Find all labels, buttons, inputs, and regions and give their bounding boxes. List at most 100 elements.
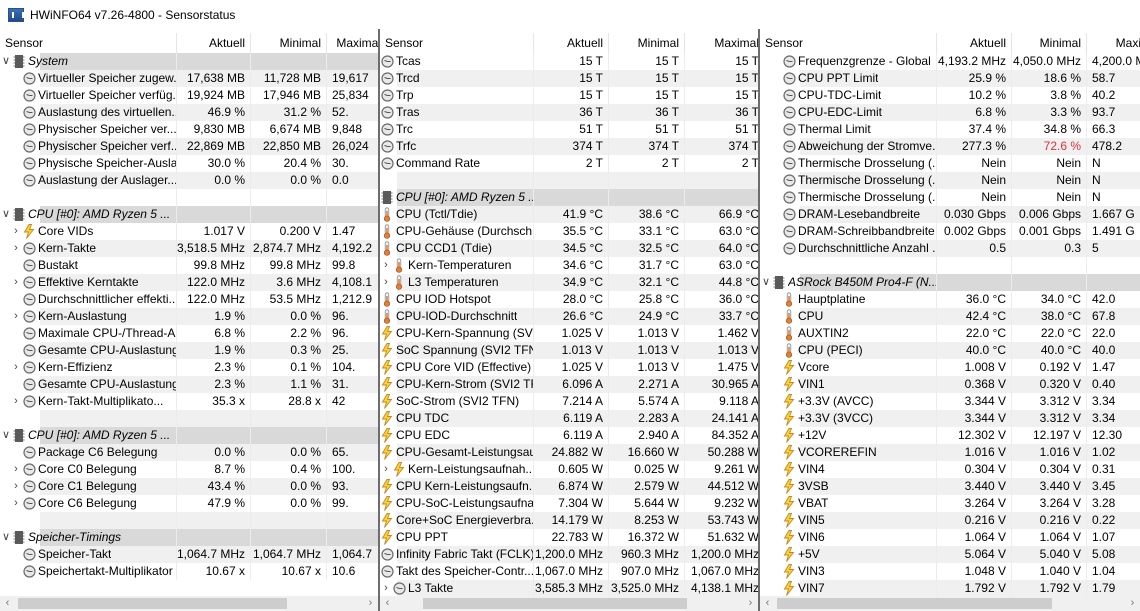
- column-header-sensor[interactable]: Sensor: [0, 33, 177, 53]
- sensor-row[interactable]: Abweichung der Stromve... 277.3 % 72.6 % 47…: [760, 138, 1140, 155]
- sensor-row[interactable]: VIN4 0.304 V 0.304 V 0.31: [760, 461, 1140, 478]
- sensor-pane-left[interactable]: Sensor Aktuell Minimal Maximal ∨ System Virtue…: [0, 29, 378, 611]
- sensor-row[interactable]: Frequenzgrenze - Global 4,193.2 MHz 4,050.…: [760, 53, 1140, 70]
- sensor-row[interactable]: VIN1 0.368 V 0.320 V 0.40: [760, 376, 1140, 393]
- sensor-row[interactable]: Auslastung des virtuellen... 46.9 % 31.2 %…: [0, 104, 378, 121]
- sensor-row[interactable]: Vcore 1.008 V 0.192 V 1.47: [760, 359, 1140, 376]
- expand-chevron-icon[interactable]: ›: [384, 582, 388, 594]
- sensor-row[interactable]: Physischer Speicher ver... 9,830 MB 6,674 …: [0, 121, 378, 138]
- sensor-row[interactable]: CPU CCD1 (Tdie) 34.5 °C 32.5 °C 64.0 °C: [380, 240, 758, 257]
- scroll-left-arrow-icon[interactable]: ‹: [5, 597, 10, 609]
- sensor-row[interactable]: +3.3V (3VCC) 3.344 V 3.312 V 3.34: [760, 410, 1140, 427]
- sensor-row[interactable]: CPU-Gesamt-Leistungsau... 24.882 W 16.660 …: [380, 444, 758, 461]
- sensor-row[interactable]: › Core VIDs 1.017 V 0.200 V 1.47: [0, 223, 378, 240]
- collapse-chevron-icon[interactable]: ∨: [1, 55, 11, 67]
- scroll-left-arrow-icon[interactable]: ‹: [765, 597, 770, 609]
- column-header-aktuell[interactable]: Aktuell: [177, 33, 251, 53]
- column-header-maximal[interactable]: Maximal: [327, 33, 378, 53]
- expand-chevron-icon[interactable]: ›: [14, 310, 18, 322]
- expand-chevron-icon[interactable]: ›: [14, 497, 18, 509]
- horizontal-scrollbar[interactable]: ‹ ›: [380, 596, 758, 611]
- sensor-group-header[interactable]: ∨ CPU [#0]: AMD Ryzen 5 ...: [0, 427, 378, 444]
- column-header-maximal[interactable]: Maximal: [685, 33, 758, 53]
- sensor-row[interactable]: Trp 15 T 15 T 15 T: [380, 87, 758, 104]
- scroll-right-arrow-icon[interactable]: ›: [368, 597, 373, 609]
- sensor-row[interactable]: DRAM-Schreibbandbreite 0.002 Gbps 0.001 Gb…: [760, 223, 1140, 240]
- sensor-row[interactable]: 3VSB 3.440 V 3.440 V 3.45: [760, 478, 1140, 495]
- sensor-row[interactable]: Takt des Speicher-Contr... 1,067.0 MHz 907…: [380, 563, 758, 580]
- sensor-row[interactable]: VCOREREFIN 1.016 V 1.016 V 1.02: [760, 444, 1140, 461]
- expand-chevron-icon[interactable]: ›: [14, 395, 18, 407]
- sensor-row[interactable]: Physischer Speicher verf... 22,869 MB 22,8…: [0, 138, 378, 155]
- sensor-group-header[interactable]: ∨ System: [0, 53, 378, 70]
- expand-chevron-icon[interactable]: ›: [14, 480, 18, 492]
- expand-chevron-icon[interactable]: ›: [14, 463, 18, 475]
- sensor-row[interactable]: Thermische Drosselung (... Nein Nein N: [760, 172, 1140, 189]
- sensor-row[interactable]: Hauptplatine 36.0 °C 34.0 °C 42.0: [760, 291, 1140, 308]
- sensor-row[interactable]: CPU IOD Hotspot 28.0 °C 25.8 °C 36.0 °C: [380, 291, 758, 308]
- sensor-row[interactable]: › Effektive Kerntakte 122.0 MHz 3.6 MHz 4,10…: [0, 274, 378, 291]
- sensor-row[interactable]: CPU PPT 22.783 W 16.372 W 51.632 W: [380, 529, 758, 546]
- sensor-row[interactable]: › Core C0 Belegung 8.7 % 0.4 % 100.: [0, 461, 378, 478]
- expand-chevron-icon[interactable]: ›: [14, 276, 18, 288]
- collapse-chevron-icon[interactable]: ∨: [761, 276, 771, 288]
- column-header-aktuell[interactable]: Aktuell: [534, 33, 609, 53]
- sensor-row[interactable]: › Core C6 Belegung 47.9 % 0.0 % 99.: [0, 495, 378, 512]
- column-header-minimal[interactable]: Minimal: [609, 33, 685, 53]
- sensor-row[interactable]: Durchschnittlicher effekti... 122.0 MHz 53…: [0, 291, 378, 308]
- sensor-row[interactable]: › Core C1 Belegung 43.4 % 0.0 % 93.: [0, 478, 378, 495]
- pane-divider[interactable]: [378, 29, 380, 611]
- scroll-left-arrow-icon[interactable]: ‹: [385, 597, 390, 609]
- sensor-row[interactable]: Core+SoC Energieverbra... 14.179 W 8.253 W…: [380, 512, 758, 529]
- sensor-row[interactable]: Tcas 15 T 15 T 15 T: [380, 53, 758, 70]
- sensor-row[interactable]: CPU (Tctl/Tdie) 41.9 °C 38.6 °C 66.9 °C: [380, 206, 758, 223]
- column-header-minimal[interactable]: Minimal: [1012, 33, 1087, 53]
- sensor-row[interactable]: Virtueller Speicher verfüg... 19,924 MB 17…: [0, 87, 378, 104]
- expand-chevron-icon[interactable]: ›: [14, 361, 18, 373]
- sensor-row[interactable]: Maximale CPU-/Thread-A... 6.8 % 2.2 % 96.: [0, 325, 378, 342]
- pane-divider[interactable]: [758, 29, 760, 611]
- sensor-pane-right[interactable]: Sensor Aktuell Minimal Maxi Frequenzgrenze -…: [760, 29, 1140, 611]
- expand-chevron-icon[interactable]: ›: [384, 463, 388, 475]
- sensor-row[interactable]: DRAM-Lesebandbreite 0.030 Gbps 0.006 Gbps 1…: [760, 206, 1140, 223]
- sensor-row[interactable]: CPU 42.4 °C 38.0 °C 67.8: [760, 308, 1140, 325]
- expand-chevron-icon[interactable]: ›: [14, 242, 18, 254]
- collapse-chevron-icon[interactable]: ∨: [1, 208, 11, 220]
- sensor-group-header[interactable]: ∨ Speicher-Timings: [0, 529, 378, 546]
- column-header-aktuell[interactable]: Aktuell: [937, 33, 1012, 53]
- sensor-row[interactable]: Package C6 Belegung 0.0 % 0.0 % 65.: [0, 444, 378, 461]
- sensor-row[interactable]: › L3 Takte 3,585.3 MHz 3,525.0 MHz 4,138.1 M…: [380, 580, 758, 597]
- sensor-row[interactable]: Durchschnittliche Anzahl ... 0.5 0.3 5: [760, 240, 1140, 257]
- column-header-maximal[interactable]: Maxi: [1087, 33, 1140, 53]
- sensor-row[interactable]: +5V 5.064 V 5.040 V 5.08: [760, 546, 1140, 563]
- column-header-sensor[interactable]: Sensor: [760, 33, 937, 53]
- sensor-row[interactable]: Trcd 15 T 15 T 15 T: [380, 70, 758, 87]
- sensor-row[interactable]: CPU (PECI) 40.0 °C 40.0 °C 40.0: [760, 342, 1140, 359]
- sensor-row[interactable]: › Kern-Temperaturen 34.6 °C 31.7 °C 63.0 °C: [380, 257, 758, 274]
- sensor-group-header[interactable]: CPU [#0]: AMD Ryzen 5 ...: [380, 189, 758, 206]
- sensor-row[interactable]: Speichertakt-Multiplikator 10.67 x 10.67 x…: [0, 563, 378, 580]
- sensor-row[interactable]: Bustakt 99.8 MHz 99.8 MHz 99.8: [0, 257, 378, 274]
- sensor-row[interactable]: +12V 12.302 V 12.197 V 12.30: [760, 427, 1140, 444]
- expand-chevron-icon[interactable]: ›: [384, 259, 388, 271]
- sensor-row[interactable]: Speicher-Takt 1,064.7 MHz 1,064.7 MHz 1,064…: [0, 546, 378, 563]
- expand-chevron-icon[interactable]: ›: [384, 276, 388, 288]
- sensor-group-header[interactable]: ∨ ASRock B450M Pro4-F (N...: [760, 274, 1140, 291]
- sensor-row[interactable]: CPU-Gehäuse (Durchsch... 35.5 °C 33.1 °C 63…: [380, 223, 758, 240]
- sensor-row[interactable]: AUXTIN2 22.0 °C 22.0 °C 22.0: [760, 325, 1140, 342]
- sensor-row[interactable]: › Kern-Leistungsaufnah... 0.605 W 0.025 W 9.…: [380, 461, 758, 478]
- sensor-row[interactable]: Thermische Drosselung (... Nein Nein N: [760, 189, 1140, 206]
- sensor-row[interactable]: CPU-Kern-Strom (SVI2 TFN)6.096 A2.271 A3…: [380, 376, 758, 393]
- horizontal-scrollbar[interactable]: ‹ ›: [760, 596, 1140, 611]
- sensor-row[interactable]: VIN3 1.048 V 1.040 V 1.04: [760, 563, 1140, 580]
- sensor-row[interactable]: Infinity Fabric Takt (FCLK) 1,200.0 MHz 96…: [380, 546, 758, 563]
- sensor-row[interactable]: VIN6 1.064 V 1.064 V 1.07: [760, 529, 1140, 546]
- sensor-row[interactable]: VBAT 3.264 V 3.264 V 3.28: [760, 495, 1140, 512]
- sensor-row[interactable]: › Kern-Takt-Multiplikato... 35.3 x 28.8 x 42: [0, 393, 378, 410]
- collapse-chevron-icon[interactable]: ∨: [1, 429, 11, 441]
- column-header-minimal[interactable]: Minimal: [251, 33, 327, 53]
- sensor-row[interactable]: Trfc 374 T 374 T 374 T: [380, 138, 758, 155]
